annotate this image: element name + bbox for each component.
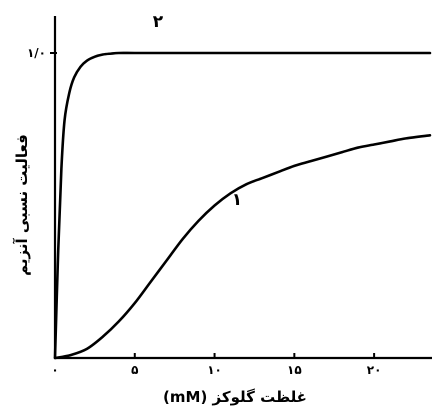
x-tick-label: ۵ [131,363,138,377]
axes [53,16,432,360]
tick-labels: ۰ ۵ ۱۰ ۱۵ ۲۰ ۱/۰ [27,46,381,377]
series-line-1 [53,134,432,360]
series-label-2: ۲ [153,12,164,32]
curves [53,51,432,360]
ticks [50,52,376,358]
series-label-1: ۱ [232,190,242,210]
x-axis-title: غلظت گلوکز (mM) [163,388,307,406]
x-tick-label: ۰ [51,363,58,377]
x-tick-label: ۱۵ [287,363,302,377]
x-tick-label: ۲۰ [367,363,382,377]
x-tick-label: ۱۰ [207,363,222,377]
y-axis-title: فعالیت نسبی آنزیم [13,134,31,276]
y-tick-label: ۱/۰ [27,46,46,60]
series-line-2 [53,51,432,360]
